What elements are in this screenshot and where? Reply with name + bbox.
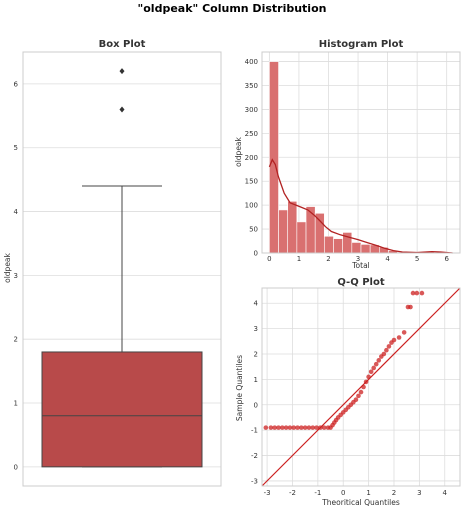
qq-xtick-label: -1 <box>314 489 321 497</box>
histogram-title: Histogram Plot <box>319 39 404 50</box>
qq-point <box>359 390 364 395</box>
qq-point <box>371 366 376 371</box>
hist-xtick-label: 5 <box>415 255 419 263</box>
qq-ytick-label: 1 <box>254 376 258 384</box>
qq-plot-title: Q-Q Plot <box>337 277 384 288</box>
hist-xtick-label: 1 <box>297 255 301 263</box>
qq-xtick-label: 0 <box>341 489 345 497</box>
box-plot-panel: Box Plot oldpeak 0 1 2 3 4 5 6 <box>3 39 221 486</box>
qq-xtick-label: 2 <box>392 489 396 497</box>
hist-ytick-label: 400 <box>245 58 258 66</box>
qq-ytick-label: 4 <box>254 300 259 308</box>
qq-point <box>376 358 381 363</box>
qq-point <box>354 397 359 402</box>
qq-point <box>402 330 407 335</box>
qq-plot-panel: Q-Q Plot Sample Quantiles Theoritical Qu… <box>235 277 460 507</box>
qq-point <box>356 394 361 399</box>
qq-point <box>384 348 389 353</box>
hist-bar <box>288 201 297 253</box>
qq-reference-line <box>262 288 460 486</box>
qq-point <box>369 369 374 374</box>
qq-ytick-label: -1 <box>251 427 258 435</box>
qq-xtick-label: -2 <box>289 489 296 497</box>
histogram-xlabel: Total <box>351 261 370 270</box>
qq-point <box>382 352 387 357</box>
qq-point <box>361 385 366 390</box>
box-ytick-label: 4 <box>14 208 19 216</box>
hist-xtick-label: 4 <box>385 255 390 263</box>
box-ytick-label: 6 <box>14 80 19 88</box>
qq-point <box>374 362 379 367</box>
hist-bar <box>315 213 324 253</box>
hist-bar <box>361 244 370 253</box>
figure-title: "oldpeak" Column Distribution <box>138 2 327 15</box>
box-plot-ylabel: oldpeak <box>3 252 12 282</box>
qq-point <box>415 291 420 296</box>
qq-xtick-label: 1 <box>366 489 370 497</box>
box-outlier <box>120 68 125 74</box>
qq-point <box>420 291 425 296</box>
hist-bar <box>306 207 315 253</box>
qq-xtick-label: 4 <box>443 489 448 497</box>
box-plot-title: Box Plot <box>99 39 146 50</box>
histogram-ylabel: oldpeak <box>234 136 243 166</box>
box-ytick-label: 3 <box>14 272 18 280</box>
qq-ytick-label: 3 <box>254 325 258 333</box>
hist-bar <box>297 222 306 253</box>
qq-plot-ylabel: Sample Quantiles <box>235 355 244 421</box>
hist-ytick-label: 100 <box>245 202 258 210</box>
qq-point <box>364 380 369 385</box>
qq-point <box>397 335 402 340</box>
qq-point <box>387 344 392 349</box>
qq-ytick-label: -3 <box>251 477 258 485</box>
qq-point <box>408 305 413 310</box>
hist-bar <box>279 210 288 253</box>
qq-ytick-label: 2 <box>254 351 258 359</box>
hist-ytick-label: 150 <box>245 178 258 186</box>
hist-ytick-label: 250 <box>245 130 258 138</box>
hist-xtick-label: 6 <box>444 255 449 263</box>
hist-ytick-label: 0 <box>254 250 258 258</box>
qq-xtick-label: 3 <box>417 489 421 497</box>
hist-bar <box>269 62 278 253</box>
box-ytick-label: 5 <box>14 144 18 152</box>
qq-point <box>264 425 269 430</box>
hist-bar <box>352 242 361 253</box>
hist-ytick-label: 200 <box>245 154 258 162</box>
qq-xtick-label: -3 <box>264 489 271 497</box>
box-ytick-label: 2 <box>14 336 18 344</box>
qq-plot-xlabel: Theoritical Quantiles <box>321 498 400 507</box>
histogram-panel: Histogram Plot oldpeak Total 05010015020… <box>234 39 460 270</box>
box-ytick-label: 1 <box>14 400 18 408</box>
qq-point <box>366 375 371 380</box>
qq-ytick-label: -2 <box>251 452 258 460</box>
box-outlier <box>120 106 125 112</box>
box-iqr <box>42 352 202 467</box>
hist-bar <box>334 239 343 253</box>
hist-xtick-label: 2 <box>326 255 330 263</box>
hist-ytick-label: 300 <box>245 106 258 114</box>
qq-point <box>392 338 397 343</box>
box-ytick-label: 0 <box>14 463 18 471</box>
hist-xtick-label: 3 <box>356 255 360 263</box>
qq-ytick-label: 0 <box>254 401 258 409</box>
hist-bar <box>324 236 333 253</box>
hist-ytick-label: 50 <box>249 226 258 234</box>
hist-ytick-label: 350 <box>245 82 258 90</box>
hist-xtick-label: 0 <box>267 255 271 263</box>
